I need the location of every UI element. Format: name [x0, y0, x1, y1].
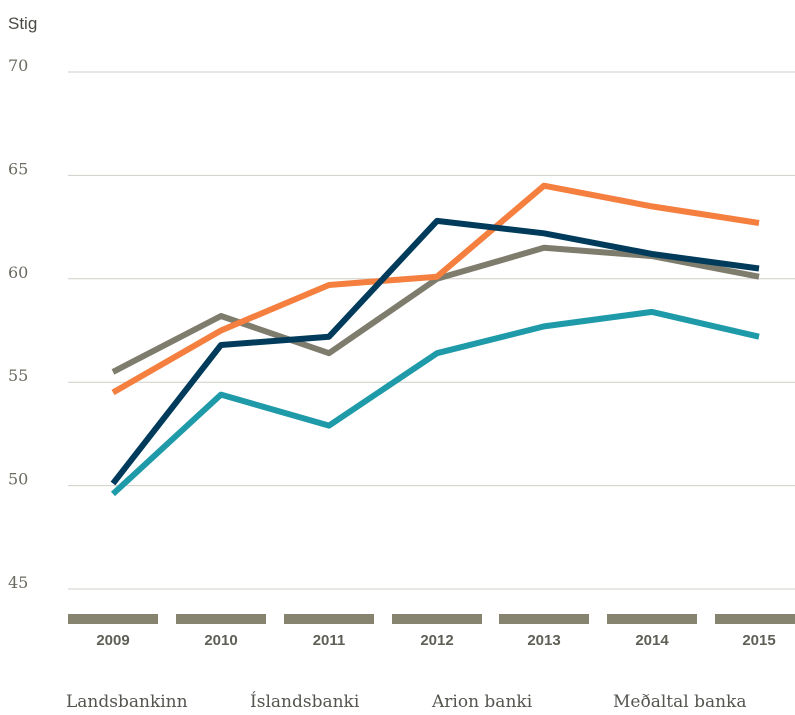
y-tick-label-60: 60 [8, 263, 28, 282]
y-tick-labels: 70 65 60 55 50 45 [8, 56, 28, 592]
series-line-landsbankinn [110, 217, 760, 486]
series-line-arion-banki [110, 308, 760, 497]
y-tick-label-45: 45 [8, 573, 28, 592]
legend-entry-1: Íslandsbanki [250, 691, 360, 712]
y-tick-label-70: 70 [8, 56, 28, 75]
x-band-segment [392, 614, 482, 624]
x-axis-band [68, 614, 795, 624]
x-band-segment [176, 614, 266, 624]
x-band-segment [284, 614, 374, 624]
series-lines [110, 182, 760, 497]
x-band-segment [499, 614, 589, 624]
x-band-segment [68, 614, 158, 624]
x-band-segment [607, 614, 697, 624]
x-tick-label-2011: 2011 [313, 632, 346, 649]
y-tick-label-50: 50 [8, 470, 28, 489]
y-tick-label-55: 55 [8, 366, 28, 385]
legend: Landsbankinn Íslandsbanki Arion banki Meðal… [66, 691, 747, 712]
y-axis-label: Stig [8, 14, 37, 33]
grid-layer [68, 71, 795, 590]
x-tick-label-2015: 2015 [742, 632, 775, 649]
x-tick-label-2009: 2009 [96, 632, 129, 649]
series-line--slandsbanki [111, 182, 760, 396]
legend-entry-3: Meðaltal banka [613, 692, 747, 712]
legend-entry-0: Landsbankinn [66, 692, 188, 712]
legend-entry-2: Arion banki [431, 692, 533, 712]
y-tick-label-65: 65 [8, 159, 28, 178]
x-tick-labels: 2009 2010 2011 2012 2013 2014 2015 [96, 632, 775, 649]
x-tick-label-2014: 2014 [635, 632, 669, 649]
x-band-segment [715, 614, 795, 624]
x-tick-label-2012: 2012 [420, 632, 453, 649]
x-tick-label-2013: 2013 [527, 632, 560, 649]
x-tick-label-2010: 2010 [204, 632, 237, 649]
